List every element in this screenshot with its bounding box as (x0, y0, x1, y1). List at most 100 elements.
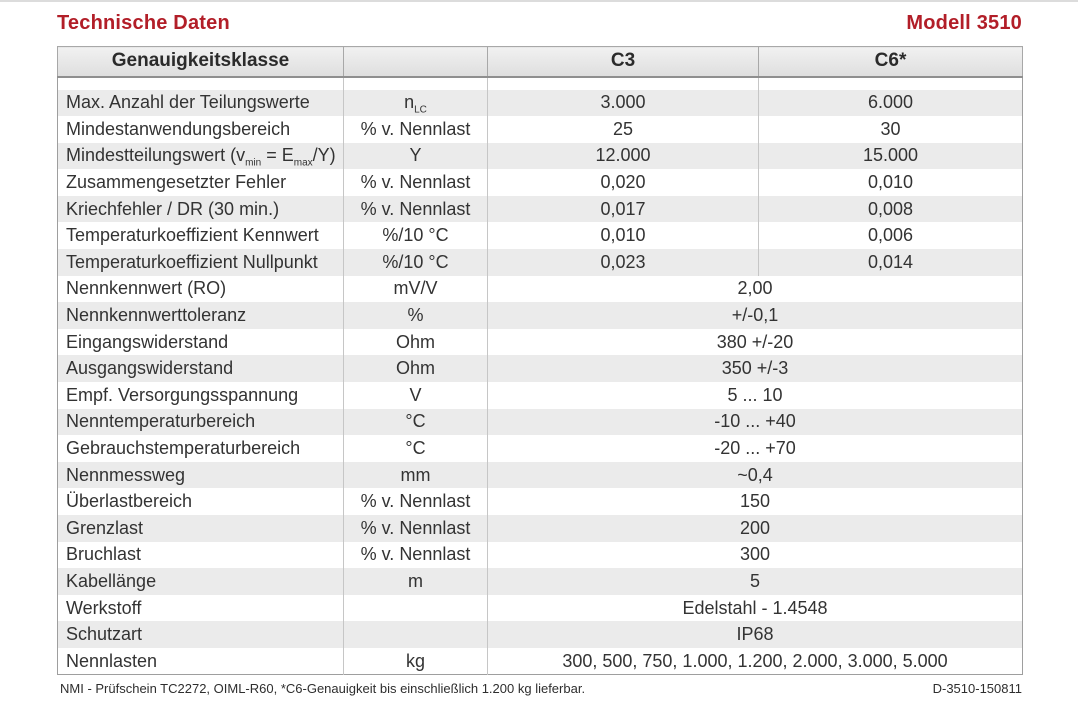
table-row: Überlastbereich % v. Nennlast 150 (57, 488, 1023, 515)
page-footer: NMI - Prüfschein TC2272, OIML-R60, *C6-G… (57, 681, 1022, 696)
row-unit: mm (343, 461, 488, 489)
table-row: Temperaturkoeffizient Kennwert %/10 °C 0… (57, 222, 1023, 250)
table-row: Werkstoff Edelstahl - 1.4548 (57, 594, 1023, 622)
row-value-c6: 0,006 (758, 222, 1023, 250)
row-label: Schutzart (57, 621, 344, 648)
row-unit: %/10 °C (343, 249, 488, 276)
row-value-span: 200 (487, 515, 1023, 542)
row-value-span: 300, 500, 750, 1.000, 1.200, 2.000, 3.00… (487, 647, 1023, 675)
row-label: Max. Anzahl der Teilungswerte (57, 89, 344, 117)
column-header-c3: C3 (487, 46, 759, 78)
row-label: Gebrauchstemperaturbereich (57, 435, 344, 462)
row-unit: Ohm (343, 328, 488, 356)
row-label: Zusammengesetzter Fehler (57, 169, 344, 196)
row-value-c3: 0,023 (487, 249, 759, 276)
table-row: Nenntemperaturbereich °C -10 ... +40 (57, 408, 1023, 436)
row-value-span: 300 (487, 541, 1023, 569)
row-value-span: ~0,4 (487, 461, 1023, 489)
row-value-span: +/-0,1 (487, 302, 1023, 329)
row-value-c3: 12.000 (487, 142, 759, 170)
footer-note: NMI - Prüfschein TC2272, OIML-R60, *C6-G… (60, 681, 586, 697)
page-header: Technische Daten Modell 3510 (57, 12, 1022, 38)
row-label: Temperaturkoeffizient Nullpunkt (57, 249, 344, 276)
row-label: Überlastbereich (57, 488, 344, 515)
row-value-c3: 0,010 (487, 222, 759, 250)
table-row: Nennlasten kg 300, 500, 750, 1.000, 1.20… (57, 647, 1023, 675)
row-label: Nennkennwert (RO) (57, 275, 344, 303)
row-label: Temperaturkoeffizient Kennwert (57, 222, 344, 250)
datasheet-page: Technische Daten Modell 3510 Genauigkeit… (0, 2, 1078, 696)
table-row: Nennkennwert (RO) mV/V 2,00 (57, 275, 1023, 303)
row-unit: % v. Nennlast (343, 169, 488, 196)
table-row: Kriechfehler / DR (30 min.) % v. Nennlas… (57, 195, 1023, 223)
row-value-c3: 3.000 (487, 89, 759, 117)
row-unit (343, 594, 488, 622)
column-header-c6: C6* (758, 46, 1023, 78)
row-unit: V (343, 382, 488, 409)
table-row: Nennkennwerttoleranz % +/-0,1 (57, 302, 1023, 329)
row-label: Ausgangswiderstand (57, 355, 344, 383)
row-value-c6: 0,014 (758, 249, 1023, 276)
row-unit: %/10 °C (343, 222, 488, 250)
table-row: Max. Anzahl der Teilungswerte nLC 3.000 … (57, 89, 1023, 117)
row-value-span: 5 (487, 568, 1023, 595)
row-unit: % v. Nennlast (343, 541, 488, 569)
row-label: Kriechfehler / DR (30 min.) (57, 195, 344, 223)
row-value-c6: 0,010 (758, 169, 1023, 196)
column-header-unit (343, 46, 488, 78)
row-label: Nennlasten (57, 647, 344, 675)
row-label: Nennmessweg (57, 461, 344, 489)
row-unit (343, 621, 488, 648)
row-label: Nennkennwerttoleranz (57, 302, 344, 329)
row-label: Kabellänge (57, 568, 344, 595)
row-label: Mindestanwendungsbereich (57, 116, 344, 143)
row-label: Grenzlast (57, 515, 344, 542)
row-unit: % v. Nennlast (343, 195, 488, 223)
table-row: Zusammengesetzter Fehler % v. Nennlast 0… (57, 169, 1023, 196)
table-header-row: Genauigkeitsklasse C3 C6* (57, 46, 1023, 78)
row-value-c6: 6.000 (758, 89, 1023, 117)
row-unit: °C (343, 408, 488, 436)
row-label: Eingangswiderstand (57, 328, 344, 356)
technical-data-table: Genauigkeitsklasse C3 C6* Max. Anzahl de… (57, 46, 1023, 676)
row-unit: % v. Nennlast (343, 488, 488, 515)
row-value-span: Edelstahl - 1.4548 (487, 594, 1023, 622)
row-value-span: -20 ... +70 (487, 435, 1023, 462)
page-title: Technische Daten (57, 12, 230, 34)
row-unit: m (343, 568, 488, 595)
table-row: Temperaturkoeffizient Nullpunkt %/10 °C … (57, 249, 1023, 276)
row-value-span: -10 ... +40 (487, 408, 1023, 436)
row-unit: °C (343, 435, 488, 462)
row-unit: % v. Nennlast (343, 116, 488, 143)
row-value-c3: 0,017 (487, 195, 759, 223)
row-label: Mindestteilungswert (vmin = Emax/Y) (57, 142, 344, 170)
column-header-accuracy-class: Genauigkeitsklasse (57, 46, 344, 78)
table-row: Gebrauchstemperaturbereich °C -20 ... +7… (57, 435, 1023, 462)
row-label: Empf. Versorgungsspannung (57, 382, 344, 409)
row-value-span: 350 +/-3 (487, 355, 1023, 383)
table-row: Bruchlast % v. Nennlast 300 (57, 541, 1023, 569)
document-number: D-3510-150811 (932, 681, 1022, 697)
row-unit: Y (343, 142, 488, 170)
spacer-row (57, 76, 1023, 90)
row-unit: kg (343, 647, 488, 675)
row-unit: % (343, 302, 488, 329)
table-row: Kabellänge m 5 (57, 568, 1023, 595)
row-value-span: 380 +/-20 (487, 328, 1023, 356)
row-unit: mV/V (343, 275, 488, 303)
row-value-c3: 0,020 (487, 169, 759, 196)
table-row: Nennmessweg mm ~0,4 (57, 461, 1023, 489)
row-label: Werkstoff (57, 594, 344, 622)
row-unit: nLC (343, 89, 488, 117)
row-value-c3: 25 (487, 116, 759, 143)
table-row: Schutzart IP68 (57, 621, 1023, 648)
table-row: Mindestanwendungsbereich % v. Nennlast 2… (57, 116, 1023, 143)
row-unit: Ohm (343, 355, 488, 383)
row-value-span: IP68 (487, 621, 1023, 648)
table-row: Mindestteilungswert (vmin = Emax/Y) Y 12… (57, 142, 1023, 170)
row-value-c6: 30 (758, 116, 1023, 143)
row-value-span: 150 (487, 488, 1023, 515)
table-row: Grenzlast % v. Nennlast 200 (57, 515, 1023, 542)
row-value-span: 5 ... 10 (487, 382, 1023, 409)
row-value-c6: 0,008 (758, 195, 1023, 223)
